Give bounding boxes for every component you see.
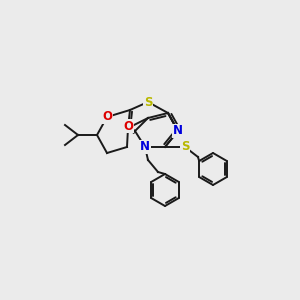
- Text: O: O: [102, 110, 112, 124]
- Text: O: O: [123, 119, 133, 133]
- Text: N: N: [140, 140, 150, 154]
- Text: N: N: [173, 124, 183, 137]
- Text: S: S: [181, 140, 189, 154]
- Text: S: S: [144, 95, 152, 109]
